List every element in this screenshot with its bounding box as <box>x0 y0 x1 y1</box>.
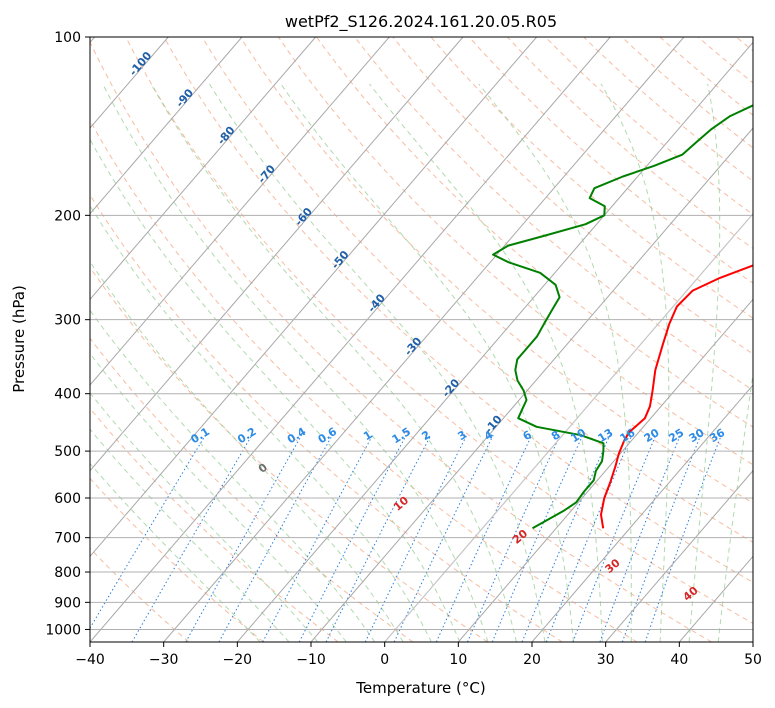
x-tick-label: −20 <box>223 652 253 668</box>
y-axis-title: Pressure (hPa) <box>10 285 28 393</box>
y-axis: 100 200 300 400 500 600 700 800 900 1000 <box>45 30 90 638</box>
mixing-ratio-line <box>298 434 407 642</box>
x-tick-label: 10 <box>449 652 467 668</box>
y-tick-label: 700 <box>54 531 81 547</box>
isotherm-line <box>384 212 753 642</box>
isotherm-line <box>90 37 390 386</box>
y-tick-label: 1000 <box>45 622 81 638</box>
moist-adiabat-line <box>369 83 603 642</box>
isotherm-line <box>163 37 685 642</box>
y-tick-label: 100 <box>54 30 81 46</box>
y-tick-label: 200 <box>54 208 81 224</box>
x-tick-label: −40 <box>75 652 105 668</box>
dry-adiabat-line <box>239 37 753 504</box>
dry-adiabat-line <box>90 266 488 642</box>
background-lines <box>90 37 753 642</box>
moist-adiabat-line <box>90 138 461 642</box>
isotherm-line <box>531 384 753 642</box>
x-tick-label: 50 <box>744 652 762 668</box>
y-tick-label: 900 <box>54 595 81 611</box>
isotherm-line <box>90 37 243 215</box>
isotherm-line <box>310 127 753 642</box>
x-tick-label: 20 <box>523 652 541 668</box>
x-tick-label: −30 <box>149 652 179 668</box>
mixing-ratio-line <box>325 434 432 642</box>
mixing-ratio-line <box>131 434 253 642</box>
isotherm-line <box>90 37 611 642</box>
dry-adiabat-line <box>125 37 753 624</box>
moist-adiabat-line <box>90 260 404 642</box>
mixing-ratio-line <box>364 434 468 642</box>
isotherm-line <box>605 469 753 642</box>
y-tick-label: 400 <box>54 387 81 403</box>
dry-adiabat-line <box>90 194 563 642</box>
moist-adiabat-line <box>208 83 546 642</box>
profiles <box>492 104 753 530</box>
mixing-ratio-line <box>572 435 657 642</box>
mixing-ratio-line <box>521 434 611 642</box>
y-tick-label: 600 <box>54 491 81 507</box>
mixing-ratio-line <box>621 435 702 642</box>
x-tick-label: 0 <box>380 652 389 668</box>
x-axis: −40 −30 −20 −10 0 10 20 30 40 50 <box>75 642 762 668</box>
x-tick-label: 30 <box>597 652 615 668</box>
mixing-ratio-line <box>262 434 374 642</box>
dry-adiabat-line <box>468 37 753 284</box>
dry-adiabat-line <box>430 37 753 319</box>
isotherm-line <box>236 41 753 642</box>
moist-adiabat-line <box>280 83 575 642</box>
x-tick-label: 40 <box>670 652 688 668</box>
dry-adiabat-line <box>90 407 339 642</box>
isotherm-line <box>90 37 317 301</box>
isotherm-line <box>90 37 464 472</box>
plot-frame <box>89 36 754 643</box>
mixing-ratio-line <box>599 435 681 642</box>
chart-title: wetPf2_S126.2024.161.20.05.R05 <box>285 12 557 32</box>
moist-adiabat-line <box>600 83 670 642</box>
moist-adiabat-line <box>688 83 721 642</box>
isotherm-line <box>90 37 538 558</box>
y-tick-label: 300 <box>54 313 81 329</box>
x-tick-label: −10 <box>296 652 326 668</box>
moist-adiabat-line <box>150 83 517 642</box>
mixing-ratio-line <box>644 435 722 642</box>
grid <box>90 37 753 642</box>
temperature-profile-line <box>600 264 753 529</box>
dry-adiabat-line <box>354 37 753 391</box>
moist-adiabat-line <box>90 309 376 642</box>
mixing-ratio-line <box>185 434 303 642</box>
dry-adiabat-line <box>90 477 264 642</box>
moist-adiabat-line <box>90 204 432 642</box>
y-tick-label: 800 <box>54 565 81 581</box>
moist-adiabat-line <box>102 83 489 642</box>
isotherm-line <box>457 298 753 642</box>
dewpoint-profile-line <box>492 104 753 530</box>
mixing-ratio-line <box>90 434 206 630</box>
moist-adiabat-line <box>90 428 290 642</box>
moist-adiabat-line <box>90 392 319 642</box>
mixing-ratio-line <box>218 434 333 642</box>
mixing-ratio-line <box>491 434 584 642</box>
moist-adiabat-line <box>90 462 261 642</box>
y-tick-label: 500 <box>54 444 81 460</box>
x-axis-title: Temperature (°C) <box>355 679 485 697</box>
